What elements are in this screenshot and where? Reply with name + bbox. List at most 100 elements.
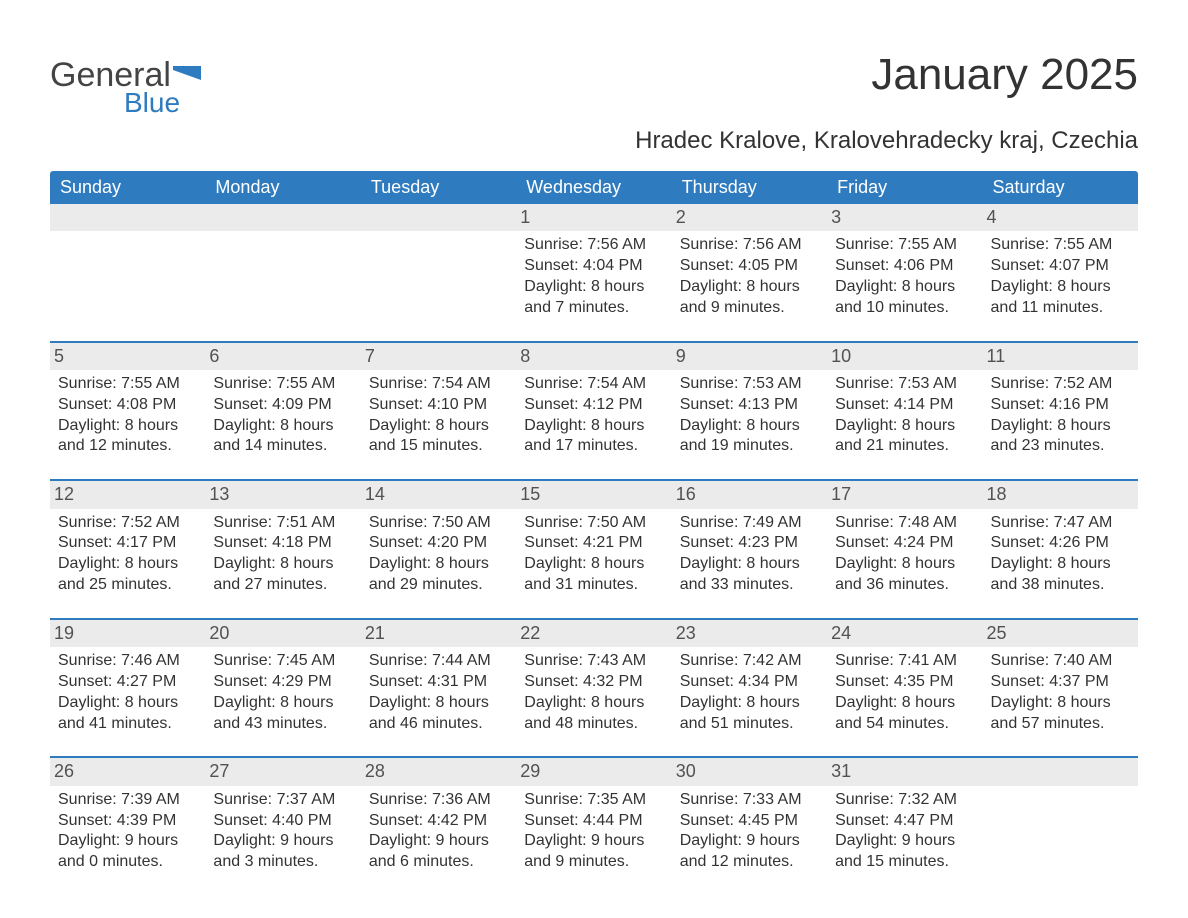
day-number: 1	[516, 204, 671, 231]
day-number	[205, 204, 360, 231]
sunset-text: Sunset: 4:20 PM	[369, 533, 508, 554]
daylight-text: Daylight: 8 hours and 51 minutes.	[680, 693, 819, 735]
sunrise-text: Sunrise: 7:53 AM	[835, 374, 974, 395]
day-number: 27	[205, 758, 360, 785]
weekday-header: Thursday	[672, 171, 827, 204]
day-number: 3	[827, 204, 982, 231]
calendar-day-cell: 1Sunrise: 7:56 AMSunset: 4:04 PMDaylight…	[516, 204, 671, 342]
daylight-text: Daylight: 8 hours and 23 minutes.	[991, 416, 1130, 458]
daylight-text: Daylight: 9 hours and 12 minutes.	[680, 831, 819, 873]
sunrise-text: Sunrise: 7:40 AM	[991, 651, 1130, 672]
sunset-text: Sunset: 4:07 PM	[991, 256, 1130, 277]
daylight-text: Daylight: 8 hours and 21 minutes.	[835, 416, 974, 458]
sunrise-text: Sunrise: 7:33 AM	[680, 790, 819, 811]
sunset-text: Sunset: 4:42 PM	[369, 811, 508, 832]
sunrise-text: Sunrise: 7:41 AM	[835, 651, 974, 672]
sunset-text: Sunset: 4:09 PM	[213, 395, 352, 416]
daylight-text: Daylight: 8 hours and 12 minutes.	[58, 416, 197, 458]
daylight-text: Daylight: 8 hours and 25 minutes.	[58, 554, 197, 596]
sunset-text: Sunset: 4:14 PM	[835, 395, 974, 416]
calendar-day-cell: 9Sunrise: 7:53 AMSunset: 4:13 PMDaylight…	[672, 342, 827, 481]
day-number: 6	[205, 343, 360, 370]
calendar-week-row: 5Sunrise: 7:55 AMSunset: 4:08 PMDaylight…	[50, 342, 1138, 481]
sunrise-text: Sunrise: 7:43 AM	[524, 651, 663, 672]
day-number: 17	[827, 481, 982, 508]
calendar-day-cell: 3Sunrise: 7:55 AMSunset: 4:06 PMDaylight…	[827, 204, 982, 342]
day-number: 5	[50, 343, 205, 370]
sunset-text: Sunset: 4:21 PM	[524, 533, 663, 554]
day-number	[983, 758, 1138, 785]
daylight-text: Daylight: 8 hours and 43 minutes.	[213, 693, 352, 735]
weekday-header-row: Sunday Monday Tuesday Wednesday Thursday…	[50, 171, 1138, 204]
day-number: 9	[672, 343, 827, 370]
weekday-header: Saturday	[983, 171, 1138, 204]
sunset-text: Sunset: 4:24 PM	[835, 533, 974, 554]
daylight-text: Daylight: 8 hours and 17 minutes.	[524, 416, 663, 458]
calendar-week-row: 26Sunrise: 7:39 AMSunset: 4:39 PMDayligh…	[50, 757, 1138, 895]
calendar-day-cell: 24Sunrise: 7:41 AMSunset: 4:35 PMDayligh…	[827, 619, 982, 758]
daylight-text: Daylight: 8 hours and 11 minutes.	[991, 277, 1130, 319]
sunrise-text: Sunrise: 7:55 AM	[835, 235, 974, 256]
daylight-text: Daylight: 8 hours and 9 minutes.	[680, 277, 819, 319]
calendar-day-cell: 18Sunrise: 7:47 AMSunset: 4:26 PMDayligh…	[983, 480, 1138, 619]
sunrise-text: Sunrise: 7:55 AM	[58, 374, 197, 395]
day-number: 15	[516, 481, 671, 508]
calendar-day-cell: 2Sunrise: 7:56 AMSunset: 4:05 PMDaylight…	[672, 204, 827, 342]
calendar-day-cell	[205, 204, 360, 342]
day-number: 12	[50, 481, 205, 508]
sunrise-text: Sunrise: 7:50 AM	[369, 513, 508, 534]
sunset-text: Sunset: 4:04 PM	[524, 256, 663, 277]
day-number: 13	[205, 481, 360, 508]
sunrise-text: Sunrise: 7:46 AM	[58, 651, 197, 672]
calendar-day-cell: 29Sunrise: 7:35 AMSunset: 4:44 PMDayligh…	[516, 757, 671, 895]
sunrise-text: Sunrise: 7:36 AM	[369, 790, 508, 811]
daylight-text: Daylight: 9 hours and 6 minutes.	[369, 831, 508, 873]
calendar-day-cell: 26Sunrise: 7:39 AMSunset: 4:39 PMDayligh…	[50, 757, 205, 895]
page-subtitle: Hradec Kralove, Kralovehradecky kraj, Cz…	[50, 127, 1138, 155]
daylight-text: Daylight: 8 hours and 10 minutes.	[835, 277, 974, 319]
calendar-day-cell: 30Sunrise: 7:33 AMSunset: 4:45 PMDayligh…	[672, 757, 827, 895]
day-number: 8	[516, 343, 671, 370]
sunrise-text: Sunrise: 7:45 AM	[213, 651, 352, 672]
sunrise-text: Sunrise: 7:52 AM	[991, 374, 1130, 395]
daylight-text: Daylight: 8 hours and 14 minutes.	[213, 416, 352, 458]
sunset-text: Sunset: 4:39 PM	[58, 811, 197, 832]
day-number: 26	[50, 758, 205, 785]
sunrise-text: Sunrise: 7:55 AM	[213, 374, 352, 395]
daylight-text: Daylight: 8 hours and 31 minutes.	[524, 554, 663, 596]
day-number: 16	[672, 481, 827, 508]
sunrise-text: Sunrise: 7:55 AM	[991, 235, 1130, 256]
weekday-header: Monday	[205, 171, 360, 204]
daylight-text: Daylight: 8 hours and 15 minutes.	[369, 416, 508, 458]
calendar-day-cell: 13Sunrise: 7:51 AMSunset: 4:18 PMDayligh…	[205, 480, 360, 619]
calendar-day-cell: 8Sunrise: 7:54 AMSunset: 4:12 PMDaylight…	[516, 342, 671, 481]
calendar-day-cell: 19Sunrise: 7:46 AMSunset: 4:27 PMDayligh…	[50, 619, 205, 758]
calendar-day-cell: 6 Sunrise: 7:55 AMSunset: 4:09 PMDaylight…	[205, 342, 360, 481]
calendar-day-cell: 31Sunrise: 7:32 AMSunset: 4:47 PMDayligh…	[827, 757, 982, 895]
calendar-week-row: 19Sunrise: 7:46 AMSunset: 4:27 PMDayligh…	[50, 619, 1138, 758]
sunset-text: Sunset: 4:40 PM	[213, 811, 352, 832]
sunset-text: Sunset: 4:13 PM	[680, 395, 819, 416]
calendar-day-cell: 22Sunrise: 7:43 AMSunset: 4:32 PMDayligh…	[516, 619, 671, 758]
day-number	[50, 204, 205, 231]
day-number: 21	[361, 620, 516, 647]
day-number: 29	[516, 758, 671, 785]
daylight-text: Daylight: 9 hours and 3 minutes.	[213, 831, 352, 873]
sunrise-text: Sunrise: 7:51 AM	[213, 513, 352, 534]
day-number: 10	[827, 343, 982, 370]
sunrise-text: Sunrise: 7:49 AM	[680, 513, 819, 534]
calendar-table: Sunday Monday Tuesday Wednesday Thursday…	[50, 171, 1138, 895]
sunrise-text: Sunrise: 7:47 AM	[991, 513, 1130, 534]
sunset-text: Sunset: 4:26 PM	[991, 533, 1130, 554]
daylight-text: Daylight: 8 hours and 29 minutes.	[369, 554, 508, 596]
daylight-text: Daylight: 8 hours and 57 minutes.	[991, 693, 1130, 735]
calendar-day-cell: 16Sunrise: 7:49 AMSunset: 4:23 PMDayligh…	[672, 480, 827, 619]
sunset-text: Sunset: 4:08 PM	[58, 395, 197, 416]
sunrise-text: Sunrise: 7:56 AM	[524, 235, 663, 256]
daylight-text: Daylight: 8 hours and 48 minutes.	[524, 693, 663, 735]
sunset-text: Sunset: 4:45 PM	[680, 811, 819, 832]
daylight-text: Daylight: 8 hours and 19 minutes.	[680, 416, 819, 458]
sunset-text: Sunset: 4:32 PM	[524, 672, 663, 693]
day-number: 2	[672, 204, 827, 231]
sunrise-text: Sunrise: 7:54 AM	[369, 374, 508, 395]
